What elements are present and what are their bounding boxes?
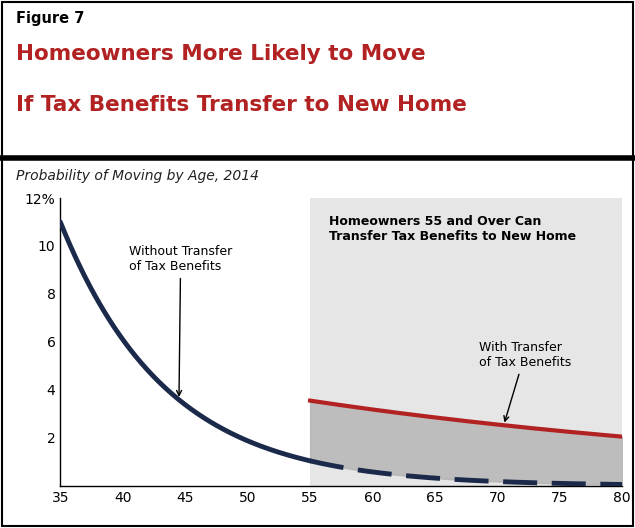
- Bar: [310, 198, 622, 486]
- Text: With Transfer
of Tax Benefits: With Transfer of Tax Benefits: [479, 341, 571, 421]
- Text: Homeowners 55 and Over Can
Transfer Tax Benefits to New Home: Homeowners 55 and Over Can Transfer Tax …: [329, 215, 576, 243]
- Text: Figure 7: Figure 7: [16, 11, 84, 26]
- Text: Probability of Moving by Age, 2014: Probability of Moving by Age, 2014: [16, 169, 259, 183]
- Text: Without Transfer
of Tax Benefits: Without Transfer of Tax Benefits: [129, 245, 232, 395]
- Text: Homeowners More Likely to Move: Homeowners More Likely to Move: [16, 44, 425, 64]
- Text: If Tax Benefits Transfer to New Home: If Tax Benefits Transfer to New Home: [16, 95, 467, 115]
